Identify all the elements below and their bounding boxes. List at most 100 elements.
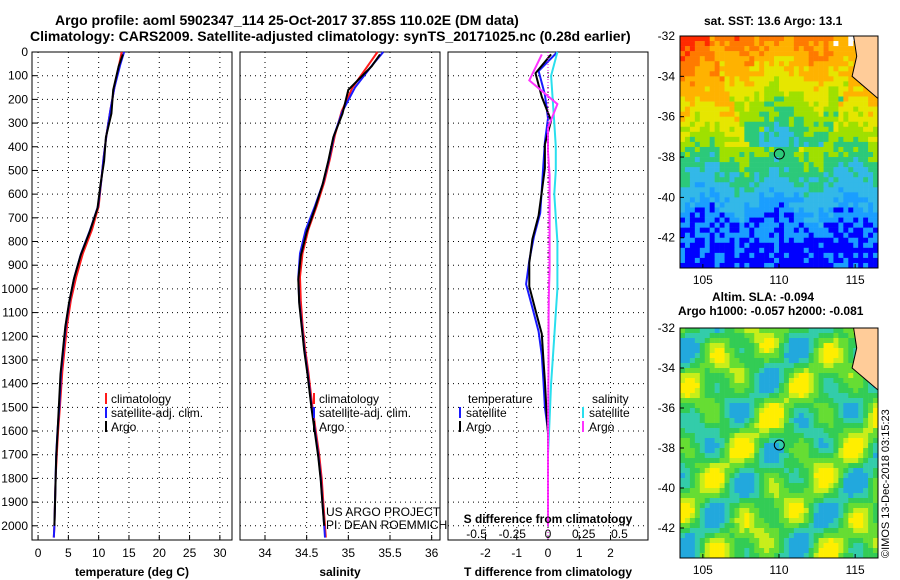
map-cell <box>744 448 750 454</box>
map-cell <box>749 413 755 419</box>
map-cell <box>714 141 720 148</box>
map-cell <box>858 232 864 239</box>
map-cell <box>818 116 824 123</box>
map-cell <box>749 448 755 454</box>
map-cell <box>724 338 730 344</box>
map-cell <box>719 468 725 474</box>
map-cell <box>868 498 874 504</box>
map-cell <box>858 438 864 444</box>
map-cell <box>828 41 834 47</box>
map-cell <box>749 418 755 424</box>
map-cell <box>694 91 701 97</box>
map-cell <box>724 363 730 369</box>
map-cell <box>734 41 740 47</box>
map-cell <box>764 508 770 514</box>
map-cell <box>808 182 814 188</box>
map-cell <box>808 493 814 499</box>
map-cell <box>744 177 750 183</box>
map-cell <box>808 523 814 529</box>
map-cell <box>764 242 770 249</box>
map-cell <box>774 353 780 359</box>
map-cell <box>724 548 730 554</box>
map-cell <box>764 76 770 82</box>
map-cell <box>724 508 730 514</box>
map-cell <box>793 408 800 414</box>
map-cell <box>808 101 814 107</box>
map-cell <box>694 373 701 379</box>
map-cell <box>873 152 878 158</box>
map-cell <box>699 131 706 138</box>
map-cell <box>779 207 785 213</box>
map-cell <box>744 96 750 102</box>
map-cell <box>858 222 864 228</box>
map-cell <box>843 187 849 193</box>
map-cell <box>788 403 795 409</box>
map-cell <box>843 353 849 359</box>
s-tick-label: -0.5 <box>466 527 487 541</box>
map-cell <box>729 136 735 143</box>
map-cell <box>719 408 725 414</box>
map-cell <box>873 162 878 168</box>
map-cell <box>759 358 765 364</box>
legend-label: climatology <box>319 392 379 406</box>
map-cell <box>744 227 750 233</box>
map-cell <box>764 111 770 117</box>
map-cell <box>853 373 859 379</box>
map-cell <box>744 51 750 57</box>
map-cell <box>684 56 691 62</box>
map-cell <box>823 343 829 349</box>
map-cell <box>833 212 839 218</box>
map-cell <box>714 418 720 424</box>
map-cell <box>848 76 854 82</box>
map-cell <box>793 56 800 62</box>
map-cell <box>769 152 775 158</box>
map-cell <box>719 232 725 239</box>
map-cell <box>779 242 785 249</box>
map-cell <box>774 428 780 434</box>
map-cell <box>803 101 809 107</box>
map-cell <box>863 488 869 494</box>
legend-label: Argo <box>319 420 345 434</box>
map-cell <box>734 548 740 554</box>
depth-tick-label: 700 <box>8 211 28 225</box>
map-cell <box>694 328 701 334</box>
map-cell <box>699 523 706 529</box>
map-cell <box>828 172 834 178</box>
map-cell <box>699 61 706 67</box>
map-cell <box>833 428 839 434</box>
map-cell <box>823 136 829 143</box>
map-cell <box>813 348 819 354</box>
map-cell <box>749 167 755 173</box>
map-cell <box>848 217 854 223</box>
map-cell <box>680 207 686 213</box>
map-cell <box>754 51 760 57</box>
map-cell <box>788 86 795 92</box>
map-cell <box>724 141 730 148</box>
map-cell <box>759 177 765 183</box>
map-cell <box>680 338 686 344</box>
map-cell <box>818 157 824 163</box>
map-cell <box>798 503 805 509</box>
map-cell <box>818 543 824 549</box>
map-cell <box>774 538 780 544</box>
map-cell <box>719 247 725 254</box>
map-cell <box>818 503 824 509</box>
map-cell <box>793 533 800 539</box>
map-cell <box>828 358 834 364</box>
map-cell <box>749 458 755 464</box>
map-cell <box>858 86 864 92</box>
map-y-tick-label: -32 <box>658 29 676 43</box>
map-cell <box>838 428 844 434</box>
map-cell <box>793 478 800 484</box>
map-cell <box>709 358 715 364</box>
s-tick-label: -0.25 <box>499 527 527 541</box>
map-cell <box>853 192 859 198</box>
map-cell <box>858 126 864 133</box>
map-cell <box>769 41 775 47</box>
map-cell <box>779 121 785 128</box>
map-cell <box>709 187 715 193</box>
map-cell <box>704 46 710 52</box>
map-cell <box>813 232 819 239</box>
map-cell <box>833 478 839 484</box>
map-cell <box>734 553 740 558</box>
